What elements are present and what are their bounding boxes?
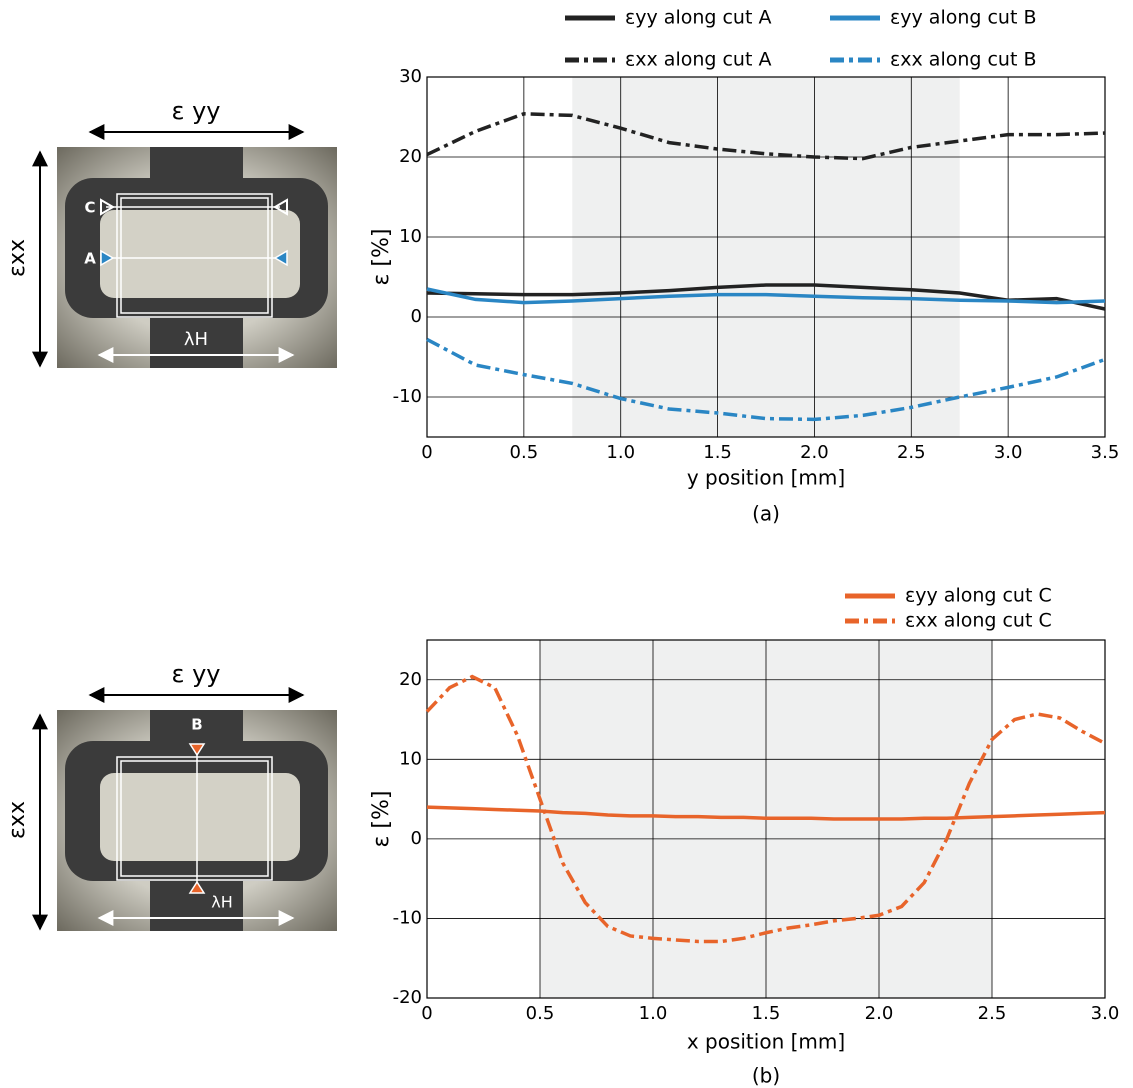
top-label: ε yy	[171, 660, 220, 688]
x-tick-label: 2.5	[978, 1003, 1007, 1024]
y-tick-label: 10	[399, 226, 422, 247]
top-label: ε yy	[171, 97, 220, 125]
legend-label: εyy along cut B	[890, 7, 1037, 29]
y-tick-label: -20	[393, 987, 422, 1008]
x-axis-label: x position [mm]	[687, 1030, 845, 1054]
x-tick-label: 1.5	[703, 442, 732, 463]
y-tick-label: 30	[399, 66, 422, 87]
y-tick-label: -10	[393, 907, 422, 928]
legend-label: εxx along cut A	[625, 49, 771, 71]
series-line	[426, 283, 1106, 311]
caption: (b)	[752, 1064, 780, 1088]
x-tick-label: 2.0	[800, 442, 829, 463]
x-tick-label: 3.5	[1091, 442, 1120, 463]
diagram: B ε yy εxx λH	[5, 660, 337, 931]
x-tick-label: 1.0	[639, 1003, 668, 1024]
marker-label: C	[84, 199, 95, 217]
x-tick-label: 3.0	[994, 442, 1023, 463]
side-label: εxx	[5, 239, 30, 277]
y-tick-label: -10	[393, 386, 422, 407]
bottom-label: λH	[211, 893, 233, 912]
x-tick-label: 1.5	[752, 1003, 781, 1024]
shaded-region	[572, 77, 960, 437]
caption: (a)	[752, 502, 780, 526]
y-tick-label: 10	[399, 748, 422, 769]
x-tick-label: 0	[421, 442, 432, 463]
diagram: C A ε yy εxx λH	[5, 97, 337, 368]
series-line	[426, 337, 1106, 422]
series-line	[425, 674, 1106, 944]
legend-label: εyy along cut C	[905, 585, 1052, 607]
y-tick-label: 20	[399, 146, 422, 167]
y-axis-label: ε [%]	[369, 229, 394, 286]
legend-label: εxx along cut B	[890, 49, 1037, 71]
x-tick-label: 2.0	[865, 1003, 894, 1024]
x-tick-label: 3.0	[1091, 1003, 1120, 1024]
y-axis-label: ε [%]	[369, 791, 394, 848]
series-line	[426, 112, 1106, 161]
y-tick-label: 20	[399, 669, 422, 690]
x-axis-label: y position [mm]	[687, 466, 845, 490]
x-tick-label: 0.5	[526, 1003, 555, 1024]
x-tick-label: 1.0	[606, 442, 635, 463]
series-line	[426, 287, 1106, 305]
legend-label: εyy along cut A	[625, 7, 771, 29]
plot-frame	[426, 639, 1106, 999]
y-tick-label: 0	[411, 306, 422, 327]
marker-label: B	[191, 716, 202, 734]
bottom-label: λH	[184, 329, 208, 350]
x-tick-label: 2.5	[897, 442, 926, 463]
side-label: εxx	[5, 801, 30, 839]
y-tick-label: 0	[411, 828, 422, 849]
series-line	[426, 805, 1106, 821]
x-tick-label: 0.5	[510, 442, 539, 463]
plot-frame	[426, 76, 1106, 438]
marker-label: A	[84, 250, 96, 268]
legend-label: εxx along cut C	[905, 610, 1052, 632]
x-tick-label: 0	[421, 1003, 432, 1024]
